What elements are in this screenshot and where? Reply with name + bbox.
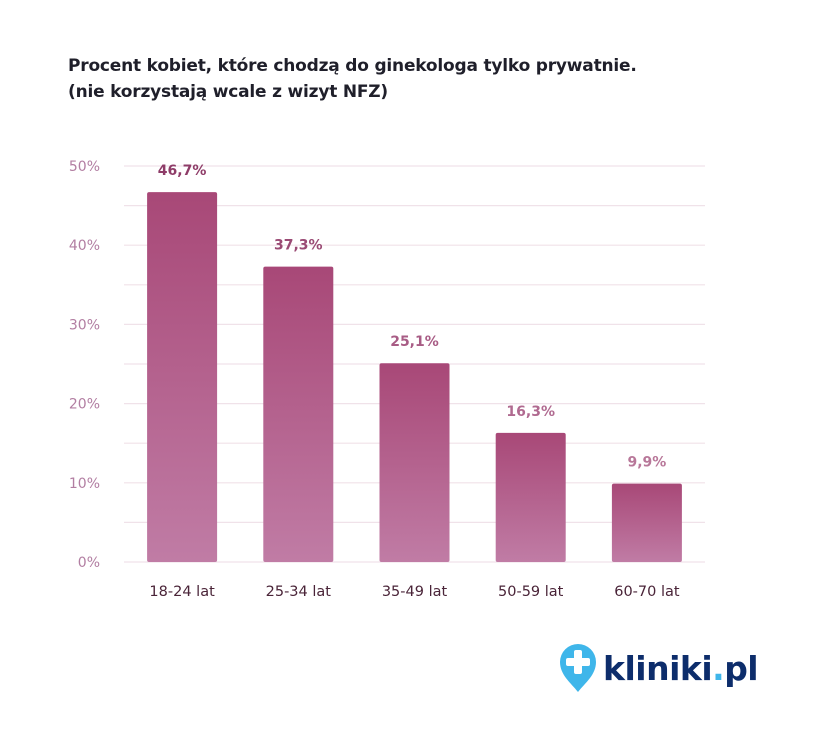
data-label: 37,3% <box>274 238 323 254</box>
x-tick-label: 50-59 lat <box>498 584 564 600</box>
bar <box>147 192 218 563</box>
bar <box>379 363 450 562</box>
x-tick-label: 18-24 lat <box>149 584 215 600</box>
data-label: 46,7% <box>158 163 207 179</box>
data-label: 9,9% <box>627 455 666 471</box>
map-pin-plus-icon <box>560 644 596 692</box>
y-tick-label: 0% <box>78 555 100 571</box>
y-tick-label: 20% <box>69 397 100 413</box>
chart-title: Procent kobiet, które chodzą do ginekolo… <box>68 56 637 76</box>
y-tick-label: 50% <box>69 159 100 175</box>
data-label: 16,3% <box>506 404 555 420</box>
kliniki-logo: kliniki.pl <box>559 643 759 693</box>
x-tick-label: 25-34 lat <box>266 584 332 600</box>
bar <box>495 432 566 562</box>
data-label: 25,1% <box>390 334 439 350</box>
y-tick-label: 10% <box>69 476 100 492</box>
x-tick-label: 60-70 lat <box>614 584 680 600</box>
bar <box>611 483 682 562</box>
y-tick-label: 30% <box>69 317 100 333</box>
chart-subtitle: (nie korzystają wcale z wizyt NFZ) <box>68 82 389 102</box>
y-tick-label: 40% <box>69 238 100 254</box>
x-tick-label: 35-49 lat <box>382 584 448 600</box>
bar <box>263 266 334 562</box>
